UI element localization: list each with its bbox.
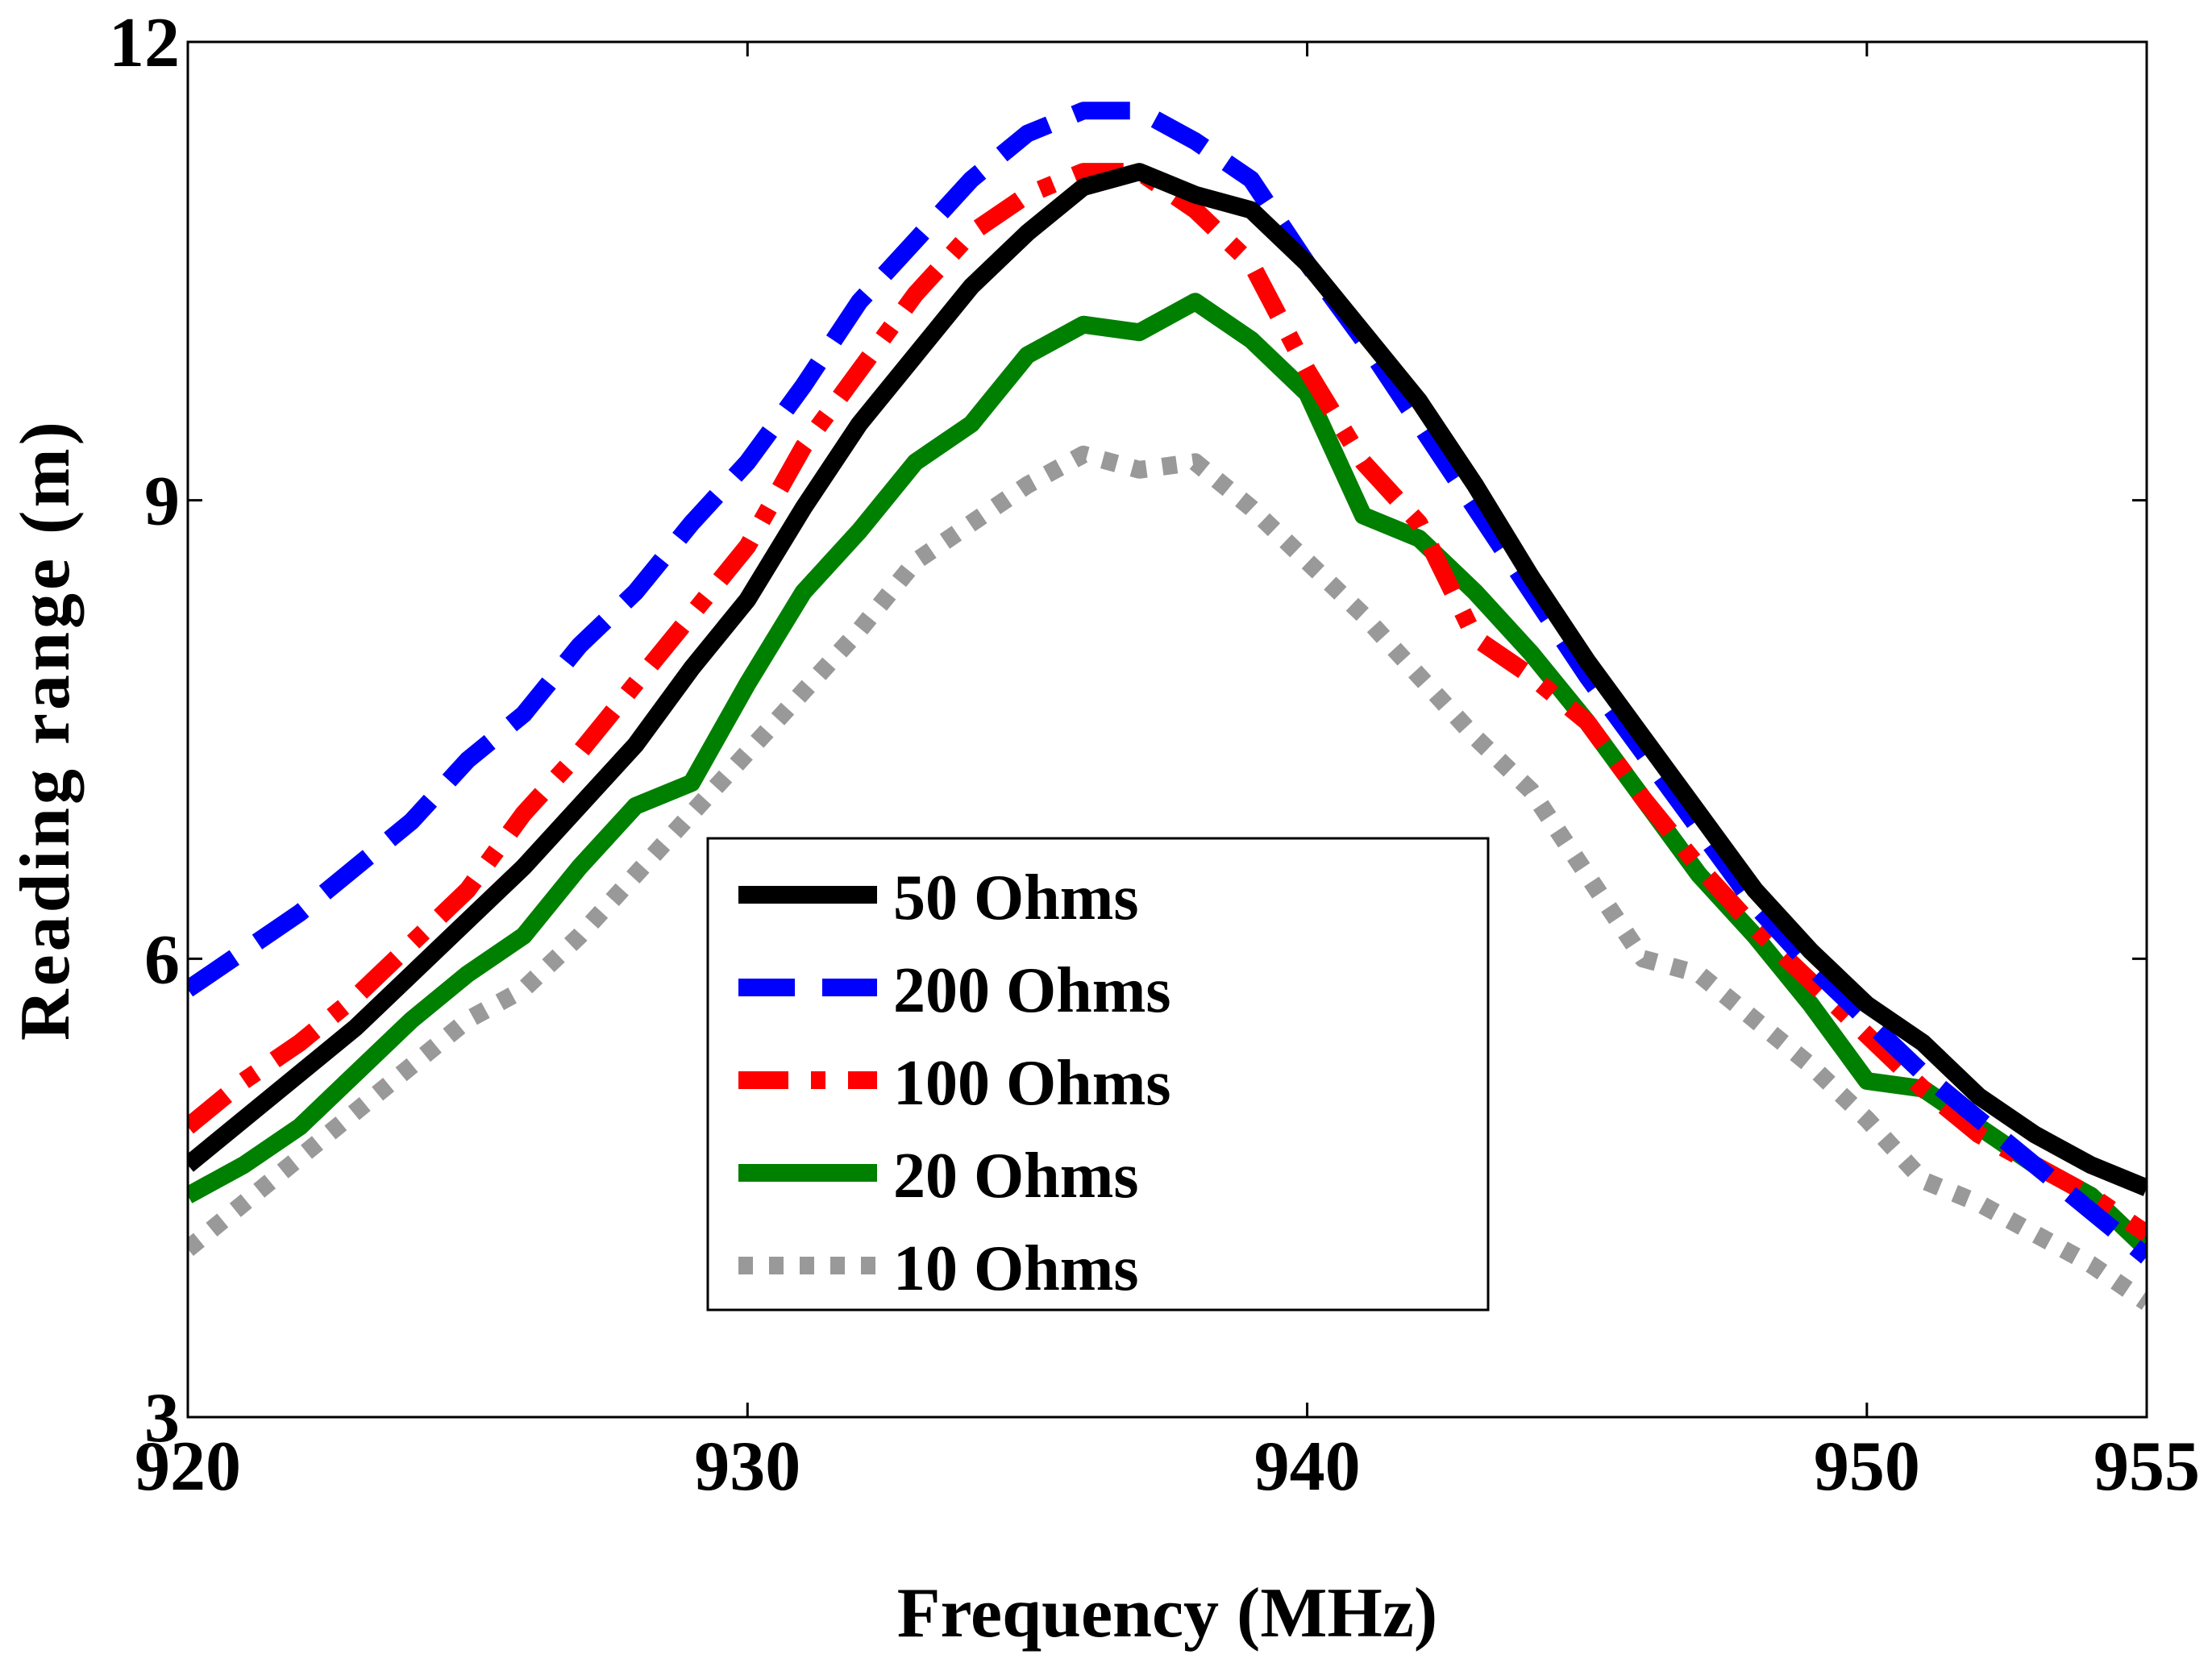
- series-line-50-ohms: [188, 163, 2147, 1196]
- tick-layer: 920 930 940 950 955 3 6 9 12: [109, 4, 2200, 1506]
- series-line-10-ohms: [188, 445, 2147, 1310]
- legend-box: [706, 837, 1490, 1312]
- x-tick-label: 955: [2094, 1428, 2200, 1506]
- x-tick-label: 940: [1254, 1428, 1361, 1506]
- x-tick-label: 920: [135, 1428, 241, 1506]
- series-layer: [188, 102, 2147, 1310]
- legend-label: 10 Ohms: [893, 1233, 1139, 1304]
- y-axis-label: Reading range (m): [6, 418, 85, 1041]
- legend-label: 200 Ohms: [893, 955, 1171, 1026]
- series-line-20-ohms: [188, 293, 2147, 1256]
- y-tick-label: 3: [144, 1379, 180, 1457]
- x-tick-label: 930: [694, 1428, 800, 1506]
- legend-label: 100 Ohms: [893, 1048, 1171, 1119]
- y-tick-label: 6: [144, 921, 180, 999]
- legend-label: 20 Ohms: [893, 1141, 1139, 1212]
- series-line-200-ohms: [188, 102, 2147, 1264]
- series-line-100-ohms: [188, 163, 2147, 1241]
- axis-labels: Frequency (MHz) Reading range (m): [6, 418, 1437, 1652]
- y-tick-label: 12: [109, 4, 180, 82]
- legend: 50 Ohms 200 Ohms 100 Ohms 20 Ohms 10 Ohms: [706, 837, 1490, 1312]
- y-tick-label: 9: [144, 463, 180, 541]
- x-tick-label: 950: [1814, 1428, 1920, 1506]
- legend-label: 50 Ohms: [893, 863, 1139, 933]
- plot-frame: [186, 40, 2148, 1419]
- x-axis-label: Frequency (MHz): [897, 1574, 1437, 1652]
